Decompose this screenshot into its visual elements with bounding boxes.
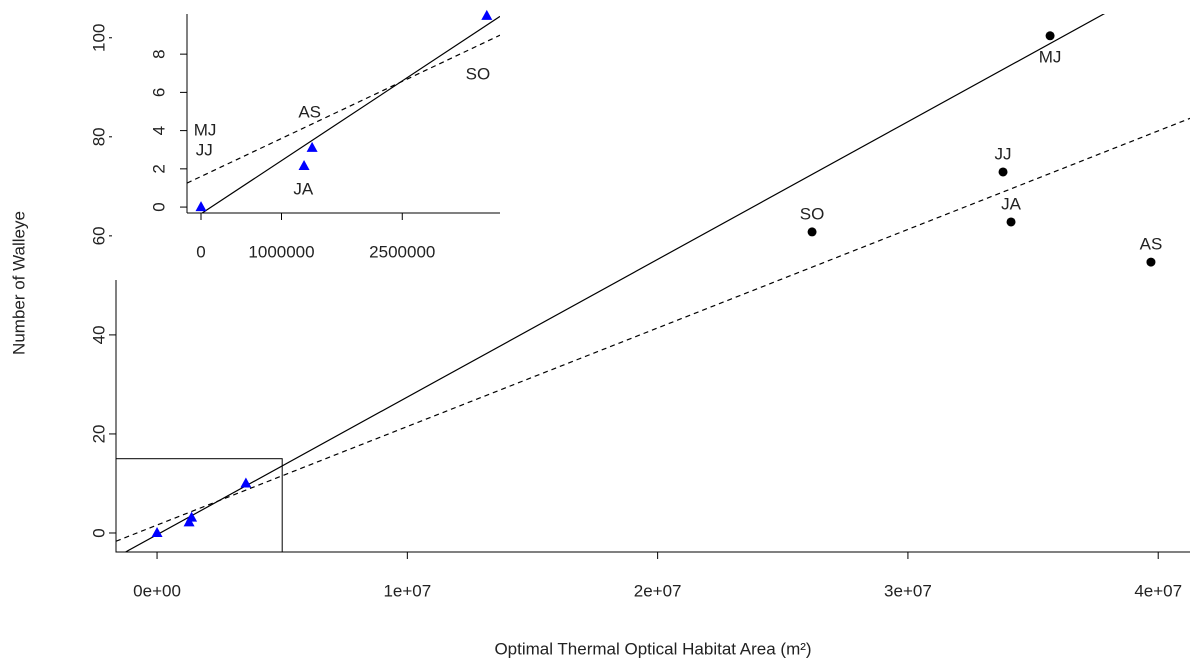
y-tick-label: 0 (149, 202, 168, 211)
x-tick-label: 2500000 (369, 242, 435, 261)
annotation: SO (466, 64, 491, 83)
y-tick-label: 8 (149, 49, 168, 58)
plot-area (116, 14, 1190, 552)
x-tick-label: 0e+00 (133, 581, 181, 600)
fit-line (187, 34, 500, 184)
annotation: MJ (194, 120, 217, 139)
point (195, 201, 207, 212)
point-label: MJ (1039, 47, 1062, 66)
fit-line (116, 117, 1190, 542)
y-tick-label: 40 (89, 325, 108, 344)
y-tick-label: 20 (89, 424, 108, 443)
y-tick-label: 4 (149, 126, 168, 135)
y-tick-label: 0 (89, 528, 108, 537)
x-tick-label: 1000000 (248, 242, 314, 261)
annotation: JJ (196, 141, 213, 160)
x-tick-label: 0 (196, 242, 205, 261)
fit-line (201, 15, 500, 213)
point-label: SO (800, 204, 825, 223)
point (240, 477, 252, 488)
x-tick-label: 2e+07 (634, 581, 682, 600)
point (1045, 31, 1055, 41)
annotation: AS (298, 103, 321, 122)
point (807, 227, 817, 237)
point (1006, 217, 1016, 227)
y-tick-label: 2 (149, 164, 168, 173)
plot-area (187, 15, 500, 213)
x-tick-label: 3e+07 (884, 581, 932, 600)
point-label: AS (1140, 235, 1163, 254)
point-label: JA (1001, 194, 1022, 213)
y-tick-label: 80 (89, 127, 108, 146)
y-axis-label: Number of Walleye (9, 211, 28, 355)
x-axis-label: Optimal Thermal Optical Habitat Area (m²… (494, 639, 811, 658)
fit-line (124, 14, 1105, 552)
y-tick-label: 6 (149, 88, 168, 97)
x-tick-label: 4e+07 (1134, 581, 1182, 600)
point (1146, 257, 1156, 267)
point (481, 9, 493, 20)
point (186, 511, 198, 522)
annotation: JA (293, 180, 314, 199)
point (306, 141, 318, 152)
zoom-box (115, 458, 283, 553)
point (998, 167, 1008, 177)
point-label: JJ (995, 144, 1012, 163)
y-tick-label: 100 (89, 24, 108, 52)
x-tick-label: 1e+07 (383, 581, 431, 600)
point (151, 526, 163, 537)
point (298, 159, 310, 170)
y-tick-label: 60 (89, 226, 108, 245)
